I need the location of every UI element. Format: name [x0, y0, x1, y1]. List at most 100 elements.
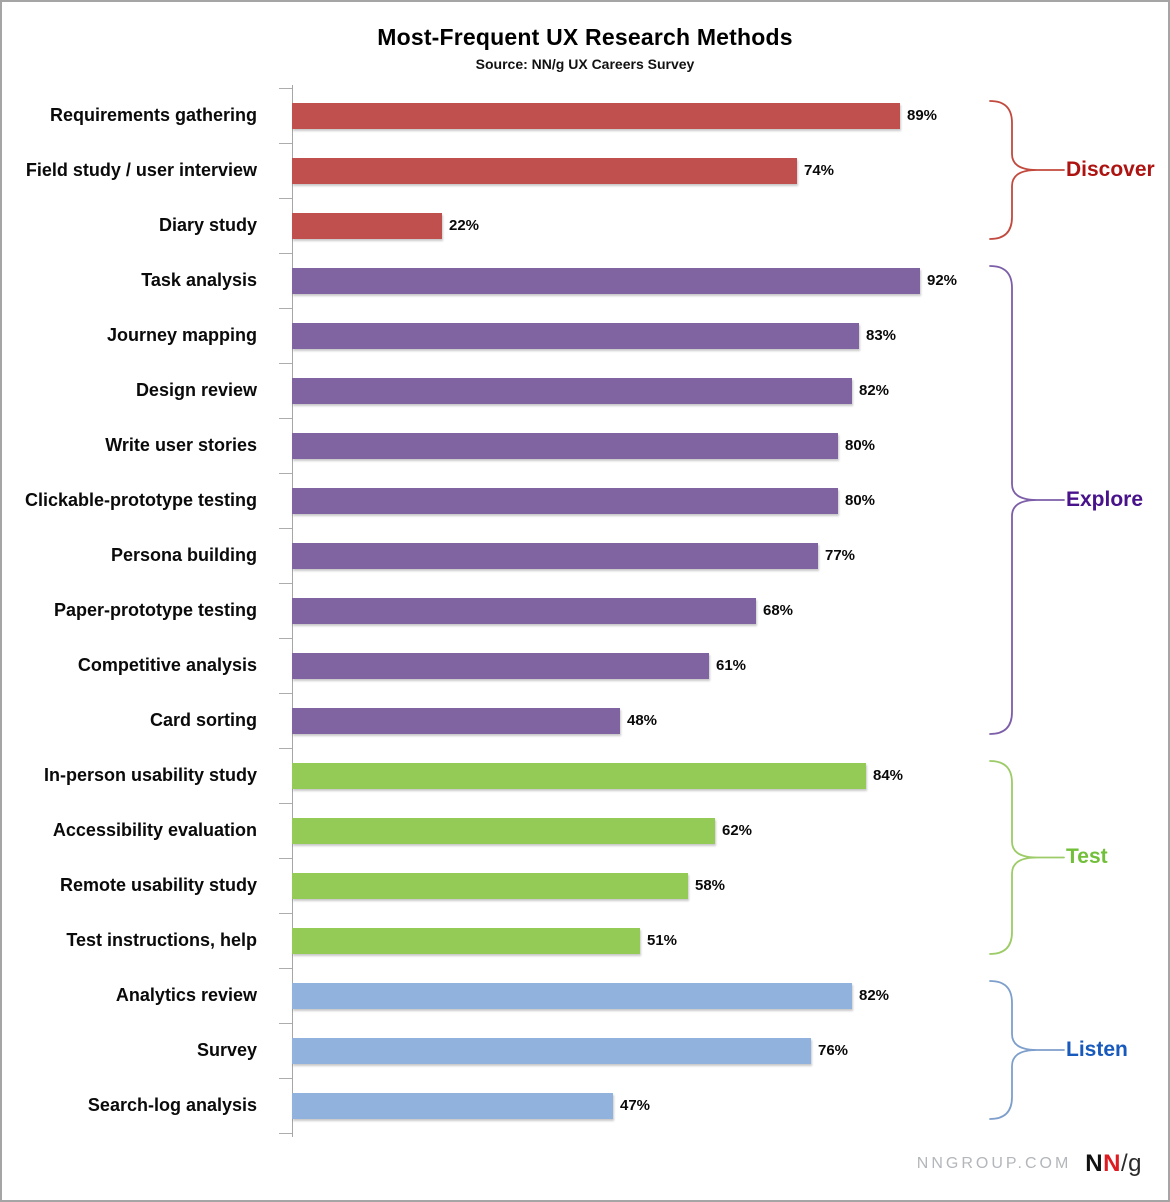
- bar-track: 92%: [292, 267, 1168, 294]
- bar: [292, 1037, 811, 1064]
- explore-brace: [989, 265, 1065, 735]
- bar-track: 76%: [292, 1037, 1168, 1064]
- bar-track: 83%: [292, 322, 1168, 349]
- value-label: 58%: [695, 877, 726, 894]
- bar-row: Field study / user interview 74%: [2, 143, 1168, 198]
- bar-track: 82%: [292, 377, 1168, 404]
- category-label: Field study / user interview: [25, 160, 257, 181]
- category-label: Requirements gathering: [49, 105, 257, 126]
- bar: [292, 432, 838, 459]
- bar-row: Design review 82%: [2, 363, 1168, 418]
- value-label: 92%: [927, 272, 958, 289]
- value-label: 82%: [859, 987, 890, 1004]
- bar-row: Clickable-prototype testing 80%: [2, 473, 1168, 528]
- category-label: Task analysis: [141, 270, 257, 291]
- value-label: 80%: [845, 492, 876, 509]
- category-label: Test instructions, help: [66, 930, 257, 951]
- bar: [292, 542, 818, 569]
- bar-track: 48%: [292, 707, 1168, 734]
- axis-ticks: [279, 88, 292, 1134]
- bar: [292, 322, 859, 349]
- value-label: 68%: [763, 602, 794, 619]
- bar: [292, 762, 866, 789]
- category-label: Competitive analysis: [77, 655, 257, 676]
- bar: [292, 927, 640, 954]
- bar: [292, 487, 838, 514]
- value-label: 48%: [627, 712, 658, 729]
- value-label: 47%: [620, 1097, 651, 1114]
- value-label: 80%: [845, 437, 876, 454]
- bar-row: Remote usability study 58%: [2, 858, 1168, 913]
- bar: [292, 707, 620, 734]
- bar-row: Search-log analysis 47%: [2, 1078, 1168, 1133]
- bar-track: 80%: [292, 487, 1168, 514]
- bar-track: 51%: [292, 927, 1168, 954]
- category-label: Paper-prototype testing: [53, 600, 257, 621]
- bar-row: Card sorting 48%: [2, 693, 1168, 748]
- bar-track: 22%: [292, 212, 1168, 239]
- bar-row: Paper-prototype testing 68%: [2, 583, 1168, 638]
- bar-track: 82%: [292, 982, 1168, 1009]
- bar-track: 61%: [292, 652, 1168, 679]
- test-brace: [989, 760, 1065, 955]
- bar-track: 58%: [292, 872, 1168, 899]
- bar-chart: Requirements gathering 89% Field study /…: [2, 85, 1168, 1137]
- bar: [292, 817, 715, 844]
- value-label: 61%: [716, 657, 747, 674]
- bar-track: 77%: [292, 542, 1168, 569]
- bar-track: 84%: [292, 762, 1168, 789]
- bar: [292, 102, 900, 129]
- value-label: 83%: [866, 327, 897, 344]
- discover-brace: [989, 100, 1065, 240]
- value-label: 51%: [647, 932, 678, 949]
- chart-title: Most-Frequent UX Research Methods: [377, 24, 793, 50]
- bar-track: 80%: [292, 432, 1168, 459]
- bar: [292, 872, 688, 899]
- logo-n-black: N: [1085, 1150, 1104, 1177]
- value-label: 62%: [722, 822, 753, 839]
- group-label-explore: Explore: [1066, 488, 1144, 511]
- value-label: 22%: [449, 217, 480, 234]
- bar-track: 47%: [292, 1092, 1168, 1119]
- category-label: Diary study: [158, 215, 257, 236]
- bar: [292, 212, 442, 239]
- bar: [292, 377, 852, 404]
- category-label: Clickable-prototype testing: [24, 490, 257, 511]
- category-label: Card sorting: [149, 710, 257, 731]
- category-label: Search-log analysis: [87, 1095, 257, 1116]
- logo-n-red: N: [1103, 1150, 1121, 1177]
- bar-row: Requirements gathering 89%: [2, 88, 1168, 143]
- nng-logo: NN/g: [1085, 1150, 1142, 1178]
- bar: [292, 157, 797, 184]
- value-label: 82%: [859, 382, 890, 399]
- bar-track: 62%: [292, 817, 1168, 844]
- value-label: 84%: [873, 767, 904, 784]
- bar: [292, 1092, 613, 1119]
- bar-row: Task analysis 92%: [2, 253, 1168, 308]
- bar: [292, 597, 756, 624]
- group-label-test: Test: [1066, 845, 1108, 868]
- value-label: 74%: [804, 162, 835, 179]
- bar-track: 68%: [292, 597, 1168, 624]
- category-label: Remote usability study: [59, 875, 257, 896]
- group-label-listen: Listen: [1066, 1038, 1128, 1061]
- category-label: Analytics review: [115, 985, 257, 1006]
- group-label-discover: Discover: [1066, 158, 1155, 181]
- value-label: 76%: [818, 1042, 849, 1059]
- nngroup-site-text: NNGROUP.COM: [916, 1155, 1072, 1172]
- bar-row: In-person usability study 84%: [2, 748, 1168, 803]
- bar-row: Competitive analysis 61%: [2, 638, 1168, 693]
- footer: NNGROUP.COM NN/g: [917, 1150, 1142, 1178]
- category-label: Write user stories: [105, 435, 257, 456]
- value-label: 77%: [825, 547, 856, 564]
- chart-header: Most-Frequent UX Research Methods Source…: [2, 2, 1168, 72]
- bar: [292, 652, 709, 679]
- bar-row: Write user stories 80%: [2, 418, 1168, 473]
- bar-row: Accessibility evaluation 62%: [2, 803, 1168, 858]
- bar-track: 74%: [292, 157, 1168, 184]
- category-label: Accessibility evaluation: [52, 820, 257, 841]
- category-label: Survey: [196, 1040, 257, 1061]
- bar-row: Survey 76%: [2, 1023, 1168, 1078]
- logo-slash-g: /g: [1120, 1150, 1142, 1177]
